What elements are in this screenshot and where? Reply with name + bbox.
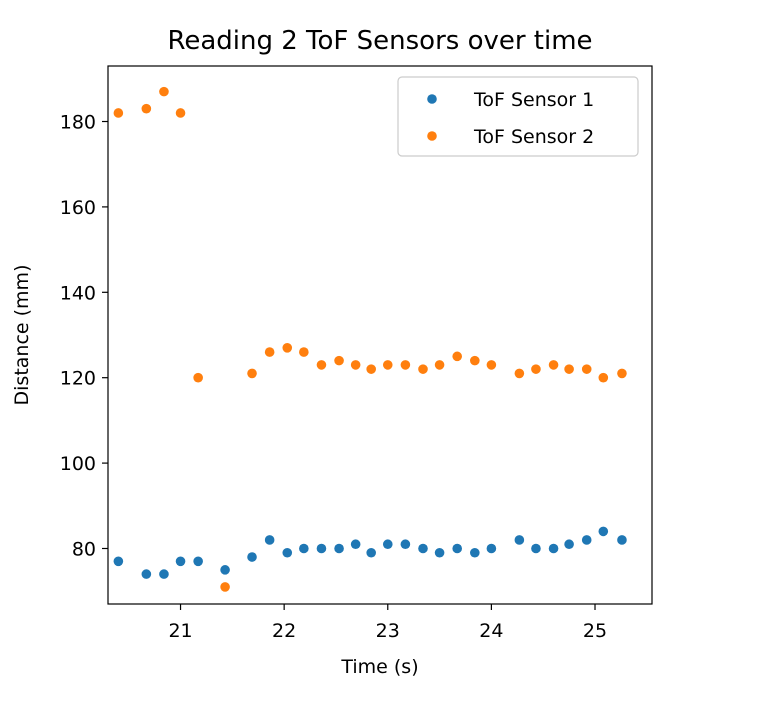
point-series-1-16 [400, 539, 411, 550]
point-series-1-4 [175, 556, 186, 567]
point-series-2-19 [452, 351, 462, 362]
legend-marker-tof-sensor-2 [427, 131, 437, 141]
point-series-2-24 [548, 360, 559, 370]
point-series-1-23 [531, 543, 541, 554]
point-series-1-15 [382, 539, 393, 550]
legend: ToF Sensor 1 ToF Sensor 2 [397, 76, 639, 157]
point-series-1-14 [366, 547, 376, 558]
point-series-2-28 [617, 368, 627, 379]
point-series-2-2 [141, 103, 152, 114]
point-series-2-20 [470, 355, 480, 366]
x-tick-label-24: 24 [479, 620, 503, 642]
x-tick-label-22: 22 [272, 620, 296, 642]
point-series-1-20 [470, 547, 480, 558]
point-series-2-22 [514, 368, 525, 379]
point-series-1-19 [452, 543, 462, 554]
x-tick-label-23: 23 [376, 620, 400, 642]
x-tick-label-25: 25 [583, 620, 607, 642]
point-series-1-1 [113, 556, 124, 567]
x-tick-label-21: 21 [168, 620, 192, 642]
point-series-2-16 [400, 360, 411, 370]
point-series-2-15 [382, 360, 393, 370]
x-axis-ticks: 21 22 23 24 25 [168, 604, 607, 642]
x-axis-label: Time (s) [340, 656, 418, 678]
point-series-1-12 [334, 543, 344, 554]
point-series-2-1 [113, 108, 124, 118]
y-tick-label-140: 140 [60, 282, 96, 304]
point-series-1-21 [486, 543, 497, 554]
point-series-1-11 [316, 543, 327, 554]
point-series-2-21 [486, 360, 497, 370]
point-series-2-26 [581, 364, 592, 374]
point-series-2-9 [282, 343, 293, 353]
point-series-1-18 [434, 547, 445, 558]
point-series-2-6 [220, 582, 230, 592]
point-series-1-7 [247, 552, 257, 562]
point-series-1-17 [418, 543, 428, 554]
point-series-1-3 [159, 569, 169, 579]
legend-marker-tof-sensor-1 [427, 94, 437, 104]
point-series-1-25 [564, 539, 574, 550]
scatter-points [113, 86, 627, 592]
legend-label-tof-sensor-1: ToF Sensor 1 [473, 89, 594, 111]
y-tick-label-100: 100 [60, 453, 96, 475]
point-series-2-5 [193, 372, 203, 383]
point-series-2-27 [598, 372, 609, 383]
y-axis-label: Distance (mm) [11, 265, 33, 406]
point-series-1-9 [282, 547, 293, 558]
point-series-1-8 [264, 535, 275, 545]
point-series-2-17 [418, 364, 428, 374]
legend-label-tof-sensor-2: ToF Sensor 2 [473, 126, 594, 148]
point-series-2-8 [264, 347, 275, 357]
point-series-1-22 [514, 535, 525, 545]
y-tick-label-80: 80 [72, 538, 96, 560]
point-series-1-5 [193, 556, 203, 567]
point-series-2-23 [531, 364, 541, 374]
point-series-1-6 [220, 565, 230, 575]
y-tick-label-120: 120 [60, 368, 96, 390]
chart-title: Reading 2 ToF Sensors over time [167, 26, 592, 56]
point-series-1-13 [350, 539, 361, 550]
point-series-1-2 [141, 569, 152, 579]
point-series-2-3 [159, 86, 169, 97]
point-series-2-14 [366, 364, 376, 374]
y-axis-ticks: 80 100 120 140 160 180 [60, 112, 108, 560]
point-series-2-10 [299, 347, 309, 357]
point-series-1-10 [299, 543, 309, 554]
point-series-2-11 [316, 360, 327, 370]
point-series-2-7 [247, 368, 257, 379]
y-tick-label-160: 160 [60, 197, 96, 219]
point-series-1-26 [581, 535, 592, 545]
legend-box [397, 76, 639, 157]
point-series-2-18 [434, 360, 445, 370]
y-tick-label-180: 180 [60, 112, 96, 134]
point-series-1-24 [548, 543, 559, 554]
point-series-2-4 [175, 108, 186, 118]
point-series-1-27 [598, 526, 609, 537]
point-series-2-13 [350, 360, 361, 370]
point-series-2-25 [564, 364, 574, 374]
point-series-2-12 [334, 355, 344, 366]
point-series-1-28 [617, 535, 627, 545]
